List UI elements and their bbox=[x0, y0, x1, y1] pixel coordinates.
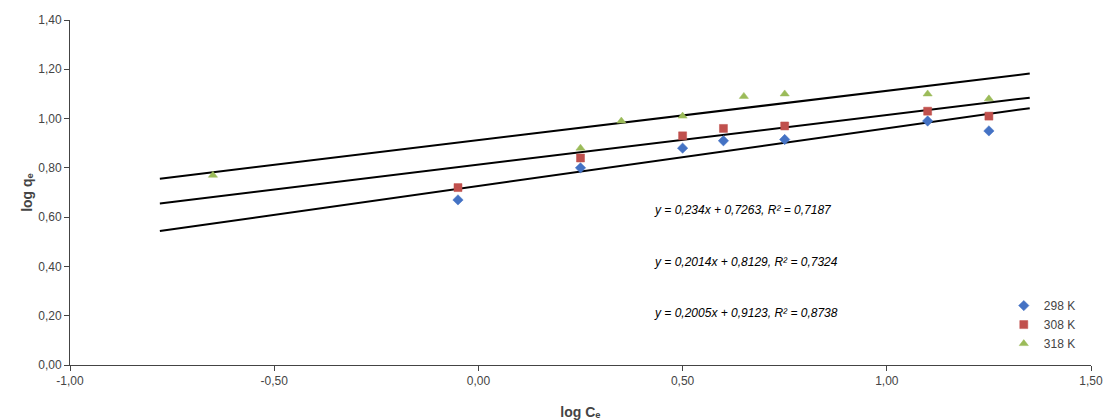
svg-text:1,20: 1,20 bbox=[38, 62, 62, 76]
svg-text:0,50: 0,50 bbox=[671, 374, 695, 388]
svg-text:-0,50: -0,50 bbox=[261, 374, 289, 388]
svg-text:-1,00: -1,00 bbox=[56, 374, 84, 388]
svg-text:0,80: 0,80 bbox=[38, 161, 62, 175]
svg-text:308 K: 308 K bbox=[1044, 318, 1075, 332]
svg-text:1,50: 1,50 bbox=[1079, 374, 1103, 388]
svg-text:0,00: 0,00 bbox=[38, 358, 62, 372]
svg-text:318 K: 318 K bbox=[1044, 337, 1075, 351]
svg-text:0,20: 0,20 bbox=[38, 309, 62, 323]
svg-text:log qₑ: log qₑ bbox=[19, 173, 35, 212]
svg-text:log Cₑ: log Cₑ bbox=[560, 404, 600, 420]
svg-text:y = 0,2014x + 0,8129, R² = 0,7: y = 0,2014x + 0,8129, R² = 0,7324 bbox=[654, 255, 838, 269]
svg-text:1,00: 1,00 bbox=[875, 374, 899, 388]
svg-text:y = 0,234x + 0,7263, R² = 0,71: y = 0,234x + 0,7263, R² = 0,7187 bbox=[654, 203, 832, 217]
svg-text:298 K: 298 K bbox=[1044, 299, 1075, 313]
svg-text:0,00: 0,00 bbox=[467, 374, 491, 388]
svg-text:1,40: 1,40 bbox=[38, 13, 62, 27]
svg-text:1,00: 1,00 bbox=[38, 112, 62, 126]
svg-text:0,60: 0,60 bbox=[38, 210, 62, 224]
svg-text:0,40: 0,40 bbox=[38, 260, 62, 274]
svg-text:y = 0,2005x + 0,9123, R² = 0,8: y = 0,2005x + 0,9123, R² = 0,8738 bbox=[654, 306, 838, 320]
